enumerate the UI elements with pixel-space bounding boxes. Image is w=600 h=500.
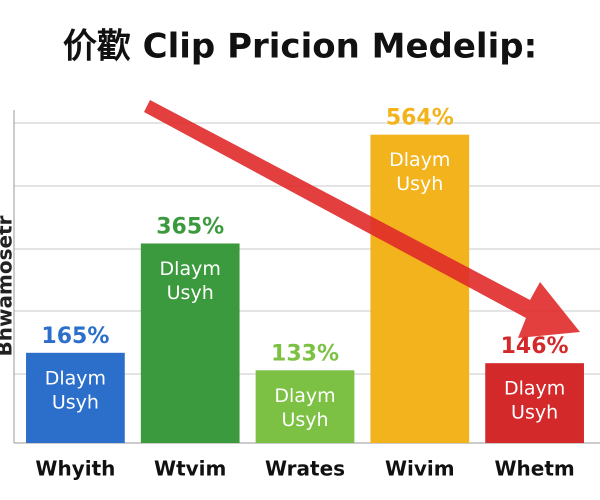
- bar-inner-label: Dlaym: [160, 258, 221, 280]
- bar-inner-label: Dlaym: [504, 378, 565, 400]
- y-axis-label: Bhwamosetr: [0, 215, 17, 356]
- bar: [485, 363, 584, 443]
- arrow: [144, 100, 580, 338]
- x-tick-label: Wrates: [265, 457, 345, 481]
- bar-inner-label: Dlaym: [274, 385, 335, 407]
- value-label: 146%: [501, 334, 569, 359]
- bars: Whyith165%DlaymUsyhWtvim365%DlaymUsyhWra…: [26, 106, 584, 481]
- bar: [255, 370, 355, 443]
- chart-title: 价歡 Clip Pricion Medelip:: [63, 27, 537, 67]
- value-label: 165%: [41, 324, 109, 349]
- bar-inner-label: Usyh: [167, 282, 214, 304]
- bar-inner-label: Usyh: [511, 402, 558, 424]
- value-label: 133%: [271, 341, 339, 366]
- bar-inner-label: Dlaym: [389, 149, 450, 171]
- value-label: 564%: [386, 106, 454, 131]
- x-tick-label: Whetm: [494, 457, 574, 481]
- bar: [26, 352, 125, 443]
- bar-inner-label: Dlaym: [45, 367, 106, 389]
- bar-inner-label: Usyh: [396, 173, 443, 195]
- value-label: 365%: [156, 214, 224, 239]
- bar-inner-label: Usyh: [52, 391, 99, 413]
- x-tick-label: Wivim: [385, 457, 455, 481]
- bar-inner-label: Usyh: [281, 409, 328, 431]
- x-tick-label: Whyith: [35, 457, 115, 481]
- x-tick-label: Wtvim: [154, 457, 226, 481]
- bar: [370, 134, 470, 443]
- bar: [140, 243, 240, 443]
- trend-arrow: [144, 100, 580, 338]
